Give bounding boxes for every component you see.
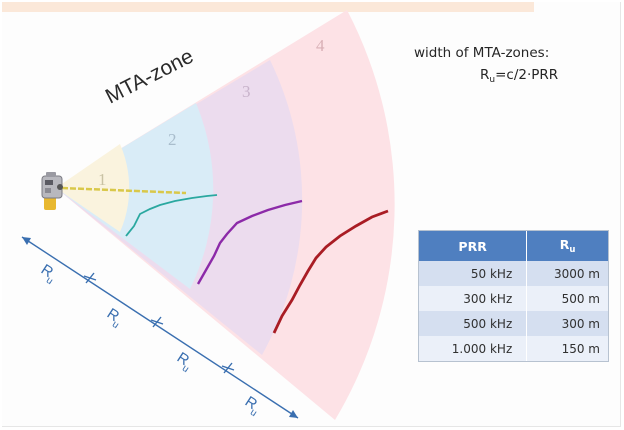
header-ru: Ru [526,231,608,261]
range-label-1: R u [38,261,56,287]
formula-lhs: R [480,67,490,83]
zone-2-number: 2 [168,130,177,149]
zone-4-number: 4 [316,36,325,55]
top-accent-bar [2,2,534,12]
cell-ru: 150 m [526,336,608,361]
echo-zone-2 [125,194,218,237]
cell-ru: 300 m [526,311,608,336]
echo-zone-4 [272,209,389,334]
cell-prr: 50 kHz [419,261,527,286]
cell-prr: 300 kHz [419,286,527,311]
zone-3-number: 3 [242,82,251,101]
prr-range-table: PRR Ru 50 kHz 3000 m 300 kHz 500 m 500 k… [418,230,609,362]
header-ru-sub: u [569,245,576,255]
laser-scanner-icon [41,172,63,210]
formula-lhs-sub: u [489,75,496,85]
header-ru-main: R [559,237,570,252]
range-tick-1 [83,272,97,284]
table-row: 300 kHz 500 m [419,286,608,311]
zone-2-sector [56,103,214,289]
table-row: 500 kHz 300 m [419,311,608,336]
formula-block: width of MTA-zones: Ru=c/2·PRR [414,42,604,91]
mta-zone-label: MTA-zone [102,45,197,109]
range-label-1-sub: u [44,275,55,287]
zone-1-number: 1 [98,170,107,189]
cell-ru: 3000 m [526,261,608,286]
range-label-2-sub: u [110,319,121,331]
cell-prr: 1.000 kHz [419,336,527,361]
range-arrow-line [21,236,299,419]
range-label-4-sub: u [248,407,259,419]
range-label-4: R u [242,393,260,419]
range-tick-3 [221,362,235,374]
range-arrow-head-end [289,410,298,418]
range-label-3: R u [174,349,192,375]
table-header-row: PRR Ru [419,231,608,261]
table-row: 50 kHz 3000 m [419,261,608,286]
range-label-3-sub: u [180,363,191,375]
echo-zone-3 [196,199,303,285]
cell-ru: 500 m [526,286,608,311]
zone-1-sector [56,144,130,232]
cell-prr: 500 kHz [419,311,527,336]
range-label-2: R u [104,305,122,331]
range-arrow-head-start [22,237,31,245]
header-prr: PRR [419,231,527,261]
table-row: 1.000 kHz 150 m [419,336,608,361]
formula-rhs: =c/2·PRR [495,67,559,83]
range-tick-2 [150,316,164,328]
laser-beam [61,186,187,195]
formula-equation: Ru=c/2·PRR [414,64,604,91]
formula-title: width of MTA-zones: [414,45,550,61]
